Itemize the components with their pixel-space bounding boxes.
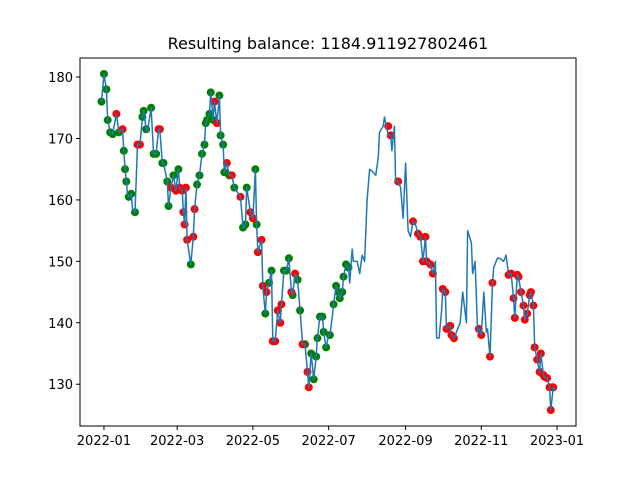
y-tick-label: 140 xyxy=(48,317,73,332)
chart-title: Resulting balance: 1184.911927802461 xyxy=(168,34,489,53)
x-tick-label: 2022-05 xyxy=(226,434,280,449)
y-tick-label: 160 xyxy=(48,194,73,209)
x-tick-label: 2022-07 xyxy=(301,434,355,449)
x-tick-label: 2022-11 xyxy=(454,434,508,449)
y-tick-label: 150 xyxy=(48,255,73,270)
x-tick-label: 2022-01 xyxy=(77,434,131,449)
axes-frame xyxy=(79,57,577,427)
y-tick-label: 130 xyxy=(48,378,73,393)
x-tick-label: 2022-09 xyxy=(378,434,432,449)
line xyxy=(100,73,557,411)
y-tick-label: 170 xyxy=(48,132,73,147)
x-tick-label: 2022-03 xyxy=(150,434,204,449)
y-tick-label: 180 xyxy=(48,71,73,86)
point xyxy=(97,97,106,106)
x-tick-label: 2023-01 xyxy=(530,434,584,449)
